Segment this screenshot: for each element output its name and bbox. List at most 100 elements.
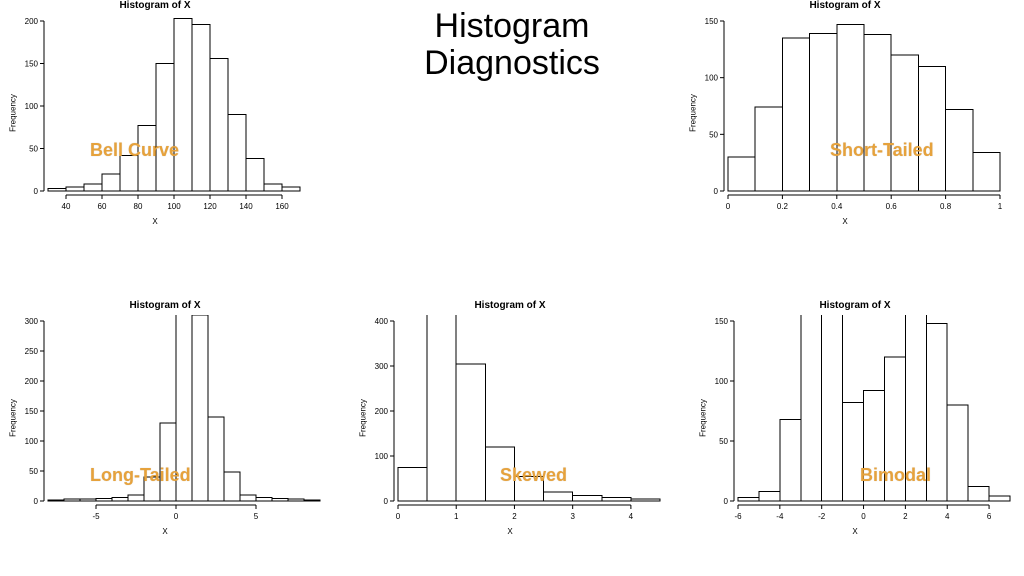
x-tick-label: -5 bbox=[92, 512, 100, 521]
x-tick-label: 80 bbox=[134, 202, 143, 211]
x-axis-label: X bbox=[680, 217, 1010, 226]
histogram-bar bbox=[102, 174, 120, 191]
histogram-bar bbox=[728, 157, 755, 191]
x-tick-label: 2 bbox=[512, 512, 517, 521]
histogram-bar bbox=[946, 109, 973, 191]
chart-title: Histogram of X bbox=[0, 0, 310, 11]
page-title-line2: Diagnostics bbox=[424, 44, 600, 82]
y-tick-label: 200 bbox=[25, 17, 39, 26]
histogram-bar bbox=[782, 38, 809, 191]
histogram-bar bbox=[84, 184, 102, 191]
y-tick-label: 300 bbox=[375, 362, 389, 371]
x-axis-label: X bbox=[0, 217, 310, 226]
x-tick-label: 2 bbox=[903, 512, 908, 521]
x-tick-label: -2 bbox=[818, 512, 826, 521]
y-tick-label: 150 bbox=[25, 407, 39, 416]
histogram-bar bbox=[48, 500, 64, 501]
histogram-bar bbox=[80, 499, 96, 501]
x-tick-label: 4 bbox=[629, 512, 634, 521]
histogram-bar bbox=[918, 66, 945, 191]
x-tick-label: 1 bbox=[998, 202, 1003, 211]
y-tick-label: 50 bbox=[29, 145, 38, 154]
histogram-bar bbox=[427, 315, 456, 501]
histogram-svg: -505050100150200250300 bbox=[18, 315, 328, 525]
x-tick-label: 5 bbox=[254, 512, 259, 521]
histogram-bar bbox=[822, 315, 843, 501]
histogram-bar bbox=[192, 315, 208, 501]
x-tick-label: 3 bbox=[570, 512, 575, 521]
chart-title: Histogram of X bbox=[690, 300, 1020, 311]
histogram-bar bbox=[398, 467, 427, 501]
histogram-svg: 00.20.40.60.81050100150 bbox=[698, 15, 1008, 215]
chart-title: Histogram of X bbox=[680, 0, 1010, 11]
x-tick-label: 0 bbox=[174, 512, 179, 521]
histogram-bar bbox=[631, 499, 660, 501]
histogram-bar bbox=[810, 33, 837, 191]
x-tick-label: 0.8 bbox=[940, 202, 952, 211]
histogram-bar bbox=[282, 187, 300, 191]
histogram-bar bbox=[160, 423, 176, 501]
x-tick-label: 6 bbox=[987, 512, 992, 521]
histogram-bar bbox=[224, 472, 240, 501]
y-tick-label: 150 bbox=[25, 60, 39, 69]
x-tick-label: 0.4 bbox=[831, 202, 843, 211]
histogram-bar bbox=[755, 107, 782, 191]
y-tick-label: 100 bbox=[715, 377, 729, 386]
histogram-bar bbox=[210, 58, 228, 191]
chart-title: Histogram of X bbox=[0, 300, 330, 311]
y-tick-label: 250 bbox=[25, 347, 39, 356]
histogram-bar bbox=[514, 476, 543, 501]
histogram-bar bbox=[989, 496, 1010, 501]
y-tick-label: 100 bbox=[25, 102, 39, 111]
histogram-bar bbox=[544, 492, 573, 501]
y-tick-label: 200 bbox=[375, 407, 389, 416]
y-tick-label: 300 bbox=[25, 317, 39, 326]
x-tick-label: 0.6 bbox=[886, 202, 898, 211]
histogram-bar bbox=[738, 497, 759, 501]
y-tick-label: 50 bbox=[709, 130, 718, 139]
histogram-bar bbox=[837, 24, 864, 191]
x-tick-label: 140 bbox=[239, 202, 253, 211]
histogram-bar bbox=[485, 447, 514, 501]
histogram-svg: 406080100120140160050100150200 bbox=[18, 15, 308, 215]
histogram-skewed: Histogram of X Frequency 012340100200300… bbox=[350, 300, 670, 536]
histogram-bar bbox=[947, 405, 968, 501]
x-axis-label: X bbox=[690, 527, 1020, 536]
page-title-line1: Histogram bbox=[435, 7, 590, 45]
y-tick-label: 50 bbox=[29, 467, 38, 476]
histogram-bar bbox=[246, 159, 264, 191]
histogram-bar bbox=[973, 152, 1000, 191]
histogram-bar bbox=[884, 357, 905, 501]
y-tick-label: 0 bbox=[34, 497, 39, 506]
histogram-bar bbox=[288, 499, 304, 501]
histogram-bar bbox=[256, 497, 272, 501]
y-tick-label: 0 bbox=[384, 497, 389, 506]
histogram-svg: -6-4-20246050100150 bbox=[708, 315, 1018, 525]
histogram-bar bbox=[144, 477, 160, 501]
histogram-bell-curve: Histogram of X Frequency 406080100120140… bbox=[0, 0, 310, 226]
y-tick-label: 150 bbox=[715, 317, 729, 326]
histogram-bar bbox=[156, 64, 174, 192]
histogram-bar bbox=[891, 55, 918, 191]
histogram-bar bbox=[272, 499, 288, 501]
histogram-bar bbox=[208, 417, 224, 501]
y-axis-label: Frequency bbox=[698, 399, 707, 437]
y-tick-label: 100 bbox=[25, 437, 39, 446]
histogram-bar bbox=[456, 364, 485, 501]
x-tick-label: 4 bbox=[945, 512, 950, 521]
histogram-bar bbox=[96, 499, 112, 501]
histogram-bar bbox=[240, 495, 256, 501]
x-axis-label: X bbox=[0, 527, 330, 536]
histogram-bar bbox=[112, 497, 128, 501]
y-tick-label: 400 bbox=[375, 317, 389, 326]
histogram-bar bbox=[801, 315, 822, 501]
histogram-bar bbox=[864, 391, 885, 501]
x-axis-label: X bbox=[350, 527, 670, 536]
x-tick-label: 160 bbox=[275, 202, 289, 211]
histogram-bar bbox=[864, 35, 891, 191]
x-tick-label: 120 bbox=[203, 202, 217, 211]
histogram-bar bbox=[138, 126, 156, 191]
x-tick-label: 60 bbox=[98, 202, 107, 211]
histogram-bar bbox=[905, 315, 926, 501]
x-tick-label: 0.2 bbox=[777, 202, 789, 211]
